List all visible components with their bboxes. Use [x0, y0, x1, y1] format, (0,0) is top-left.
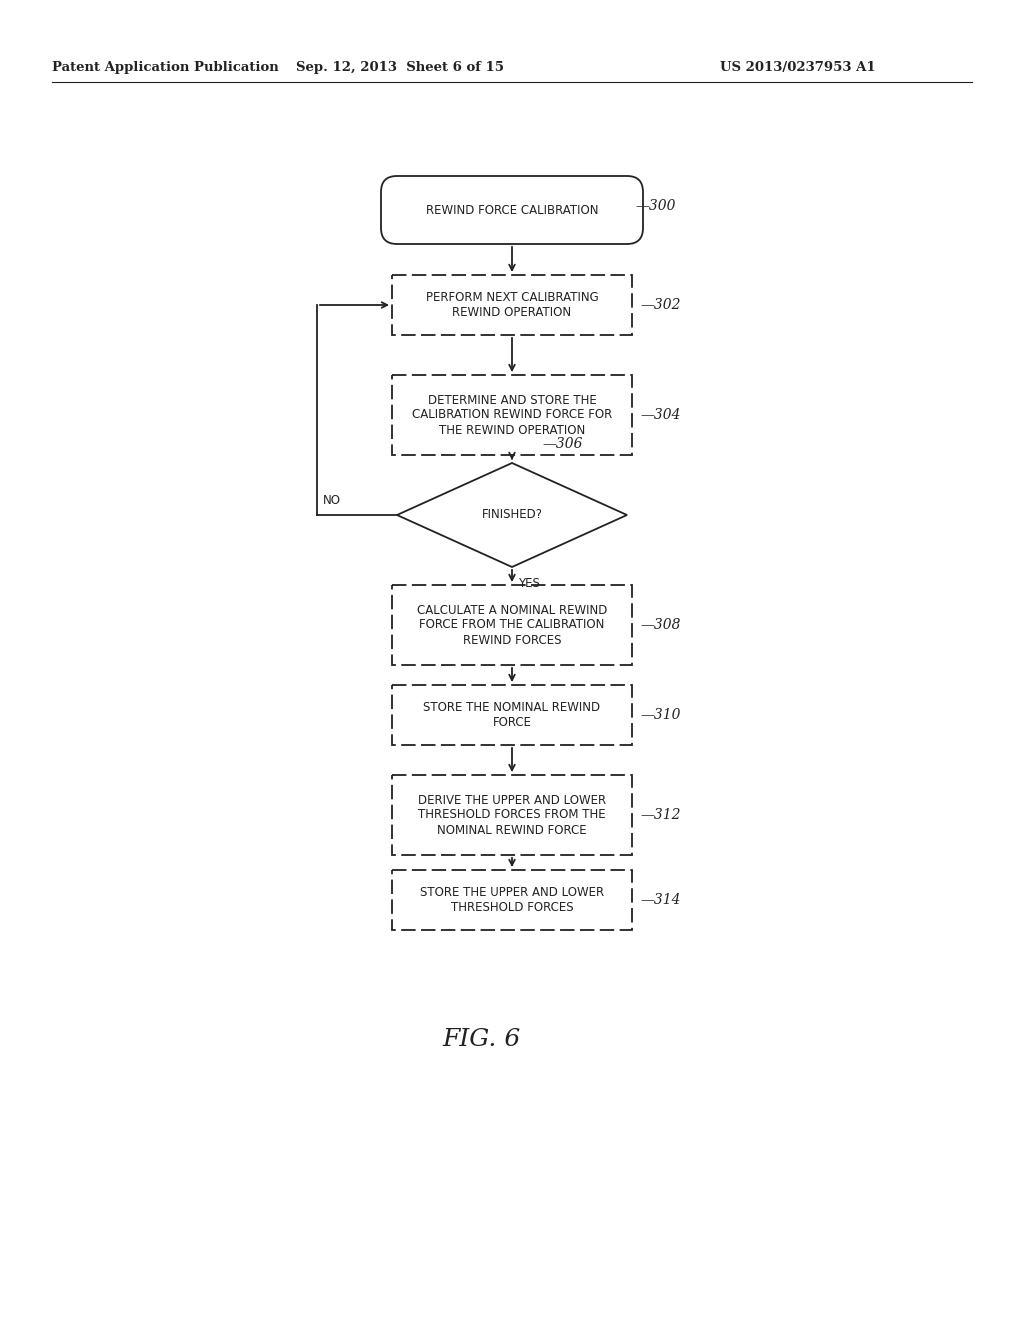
Text: —300: —300 — [635, 199, 676, 213]
Text: Sep. 12, 2013  Sheet 6 of 15: Sep. 12, 2013 Sheet 6 of 15 — [296, 62, 504, 74]
Text: —304: —304 — [640, 408, 681, 422]
Text: US 2013/0237953 A1: US 2013/0237953 A1 — [720, 62, 876, 74]
Text: FIG. 6: FIG. 6 — [442, 1028, 521, 1052]
Text: DERIVE THE UPPER AND LOWER
THRESHOLD FORCES FROM THE
NOMINAL REWIND FORCE: DERIVE THE UPPER AND LOWER THRESHOLD FOR… — [418, 793, 606, 837]
Polygon shape — [397, 463, 627, 568]
Text: STORE THE NOMINAL REWIND
FORCE: STORE THE NOMINAL REWIND FORCE — [424, 701, 600, 729]
Bar — [392, 685, 632, 744]
Bar — [392, 585, 632, 665]
Text: —312: —312 — [640, 808, 681, 822]
Text: NO: NO — [323, 494, 341, 507]
Bar — [392, 775, 632, 855]
Text: STORE THE UPPER AND LOWER
THRESHOLD FORCES: STORE THE UPPER AND LOWER THRESHOLD FORC… — [420, 886, 604, 913]
Text: DETERMINE AND STORE THE
CALIBRATION REWIND FORCE FOR
THE REWIND OPERATION: DETERMINE AND STORE THE CALIBRATION REWI… — [412, 393, 612, 437]
Text: —314: —314 — [640, 894, 681, 907]
Text: FINISHED?: FINISHED? — [481, 508, 543, 521]
Text: —308: —308 — [640, 618, 681, 632]
Text: YES: YES — [518, 577, 540, 590]
Text: —302: —302 — [640, 298, 681, 312]
Bar — [392, 375, 632, 455]
Text: REWIND FORCE CALIBRATION: REWIND FORCE CALIBRATION — [426, 203, 598, 216]
Bar — [392, 275, 632, 335]
Text: —306: —306 — [542, 437, 583, 451]
FancyBboxPatch shape — [381, 176, 643, 244]
Text: Patent Application Publication: Patent Application Publication — [52, 62, 279, 74]
Text: —310: —310 — [640, 708, 681, 722]
Text: PERFORM NEXT CALIBRATING
REWIND OPERATION: PERFORM NEXT CALIBRATING REWIND OPERATIO… — [426, 290, 598, 319]
Text: CALCULATE A NOMINAL REWIND
FORCE FROM THE CALIBRATION
REWIND FORCES: CALCULATE A NOMINAL REWIND FORCE FROM TH… — [417, 603, 607, 647]
Bar — [392, 870, 632, 931]
